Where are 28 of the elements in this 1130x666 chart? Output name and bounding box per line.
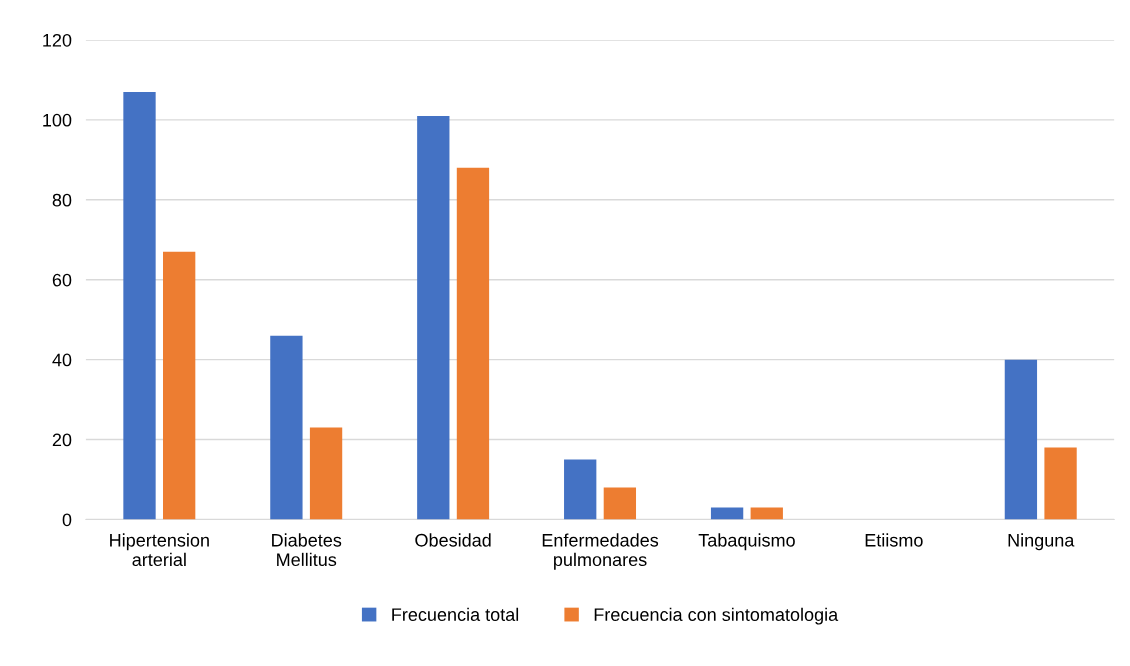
y-tick-label: 40	[52, 353, 72, 367]
x-tick-label: Ninguna	[1008, 533, 1075, 551]
y-tick-label: 100	[43, 113, 72, 127]
bar	[564, 459, 597, 520]
bar	[123, 91, 156, 520]
y-tick-label: 0	[62, 513, 72, 527]
x-tick-label: Obesidad	[415, 533, 491, 547]
bar	[603, 487, 637, 520]
y-tick-label: 20	[52, 433, 72, 447]
x-tick-label: Enfermedades pulmonares	[542, 533, 659, 570]
bar	[309, 427, 343, 520]
x-tick-label: Etiismo	[865, 533, 923, 547]
y-tick-label: 120	[43, 33, 72, 47]
bar	[1044, 447, 1077, 520]
bar	[710, 507, 744, 520]
legend-label: Frecuencia con sintomatologia	[594, 607, 839, 625]
bar	[750, 507, 783, 520]
bar	[417, 115, 450, 520]
y-tick-label: 60	[52, 273, 72, 287]
x-tick-label: Diabetes Mellitus	[272, 533, 342, 567]
bar	[1004, 359, 1038, 520]
legend-label: Frecuencia total	[392, 607, 519, 622]
bar	[456, 167, 490, 520]
bar	[270, 335, 303, 520]
x-tick-label: Tabaquismo	[698, 533, 795, 551]
bar	[163, 251, 196, 520]
x-tick-label: Hipertension arterial	[110, 533, 209, 567]
y-tick-label: 80	[52, 193, 72, 207]
